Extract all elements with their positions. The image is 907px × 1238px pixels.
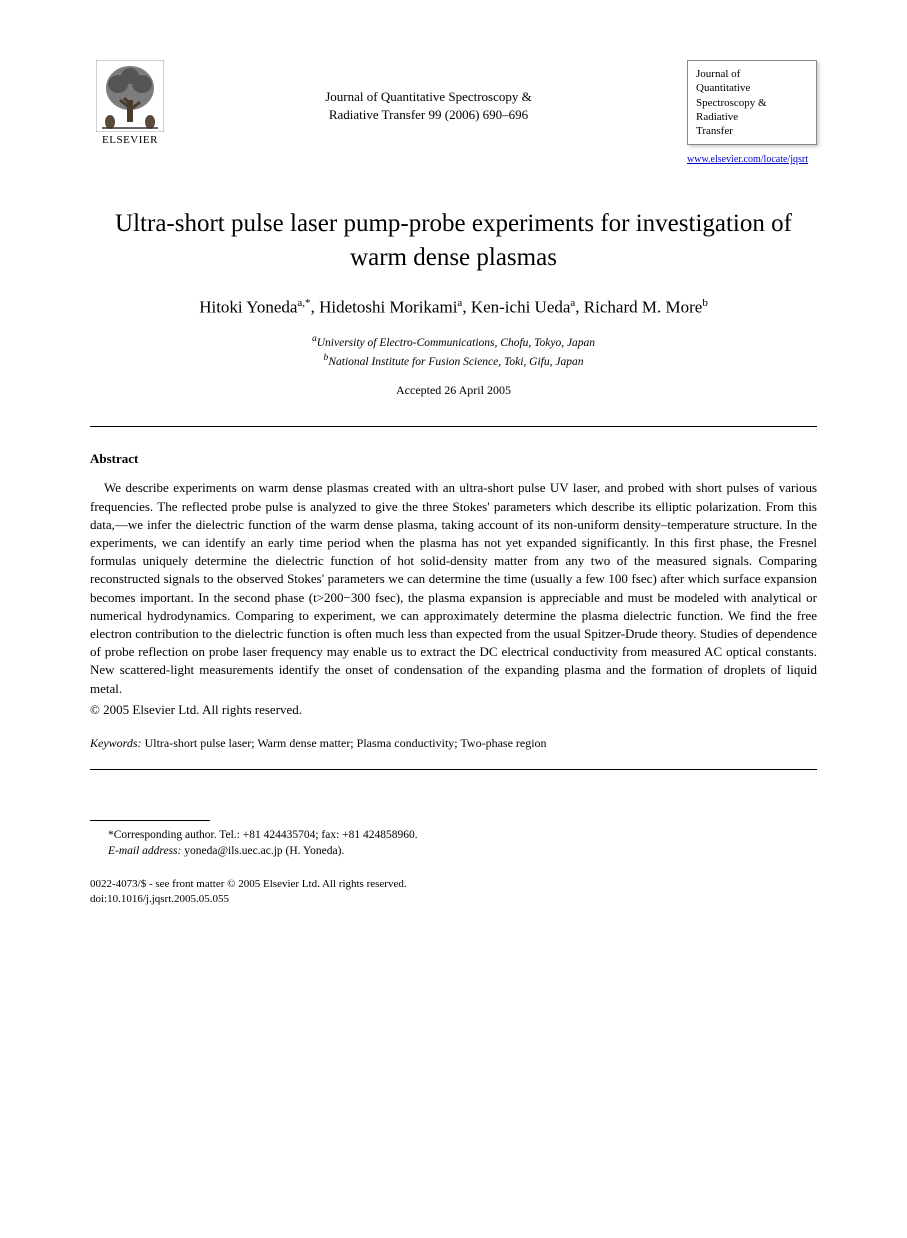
abstract-copyright: © 2005 Elsevier Ltd. All rights reserved… bbox=[90, 702, 817, 718]
author-3-sup: a bbox=[570, 297, 575, 309]
article-title: Ultra-short pulse laser pump-probe exper… bbox=[90, 207, 817, 275]
front-matter: 0022-4073/$ - see front matter © 2005 El… bbox=[90, 877, 817, 892]
journal-box-line2: Quantitative bbox=[696, 81, 808, 95]
email-footnote: E-mail address: yoneda@ils.uec.ac.jp (H.… bbox=[90, 843, 817, 859]
journal-box-line1: Journal of bbox=[696, 67, 808, 81]
affiliation-a: aUniversity of Electro-Communications, C… bbox=[90, 332, 817, 351]
doi: doi:10.1016/j.jqsrt.2005.05.055 bbox=[90, 892, 817, 907]
publisher-logo: ELSEVIER bbox=[90, 60, 170, 146]
author-4: Richard M. More bbox=[584, 298, 703, 317]
author-1-sup: a,* bbox=[297, 297, 310, 309]
author-1: Hitoki Yoneda bbox=[199, 298, 297, 317]
author-2-sup: a bbox=[457, 297, 462, 309]
accepted-date: Accepted 26 April 2005 bbox=[90, 383, 817, 398]
journal-link[interactable]: www.elsevier.com/locate/jqsrt bbox=[687, 154, 808, 165]
journal-box-inner: Journal of Quantitative Spectroscopy & R… bbox=[687, 60, 817, 145]
journal-box-line5: Transfer bbox=[696, 124, 808, 138]
affiliation-b: bNational Institute for Fusion Science, … bbox=[90, 351, 817, 370]
journal-box-line4: Radiative bbox=[696, 110, 808, 124]
abstract-heading: Abstract bbox=[90, 451, 817, 467]
authors-line: Hitoki Yonedaa,*, Hidetoshi Morikamia, K… bbox=[90, 297, 817, 318]
keywords: Keywords: Ultra-short pulse laser; Warm … bbox=[90, 736, 817, 751]
keywords-text: Ultra-short pulse laser; Warm dense matt… bbox=[142, 736, 547, 750]
bottom-info: 0022-4073/$ - see front matter © 2005 El… bbox=[90, 877, 817, 908]
author-4-sup: b bbox=[702, 297, 708, 309]
journal-ref-line2: Radiative Transfer 99 (2006) 690–696 bbox=[170, 106, 687, 124]
journal-box: Journal of Quantitative Spectroscopy & R… bbox=[687, 60, 817, 167]
email-value: yoneda@ils.uec.ac.jp (H. Yoneda). bbox=[181, 845, 344, 857]
author-3: Ken-ichi Ueda bbox=[471, 298, 571, 317]
abstract-body: We describe experiments on warm dense pl… bbox=[90, 479, 817, 697]
keywords-label: Keywords: bbox=[90, 736, 142, 750]
corresponding-footnote: *Corresponding author. Tel.: +81 4244357… bbox=[90, 827, 817, 843]
footnote-separator bbox=[90, 820, 210, 821]
author-2: Hidetoshi Morikami bbox=[319, 298, 457, 317]
journal-ref-line1: Journal of Quantitative Spectroscopy & bbox=[170, 88, 687, 106]
rule-bottom bbox=[90, 769, 817, 770]
header-row: ELSEVIER Journal of Quantitative Spectro… bbox=[90, 60, 817, 167]
rule-top bbox=[90, 426, 817, 427]
publisher-name: ELSEVIER bbox=[102, 134, 158, 146]
email-label: E-mail address: bbox=[108, 845, 181, 857]
journal-box-line3: Spectroscopy & bbox=[696, 96, 808, 110]
affiliations: aUniversity of Electro-Communications, C… bbox=[90, 332, 817, 370]
elsevier-tree-icon bbox=[96, 60, 164, 132]
journal-reference: Journal of Quantitative Spectroscopy & R… bbox=[170, 60, 687, 124]
